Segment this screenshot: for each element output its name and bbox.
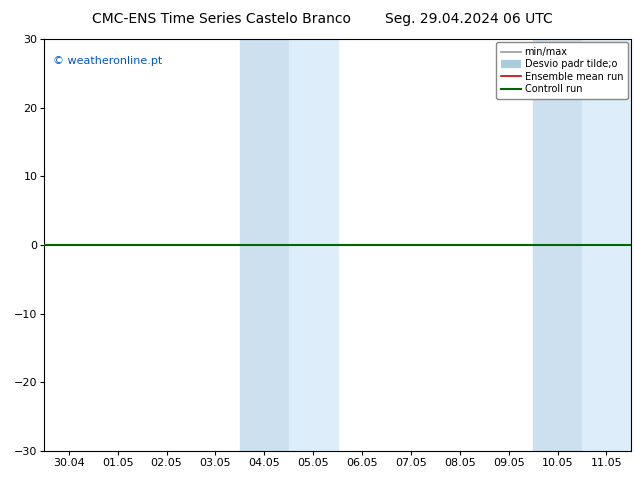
Bar [288,39,337,451]
Text: CMC-ENS Time Series Castelo Branco: CMC-ENS Time Series Castelo Branco [93,12,351,26]
Bar [582,39,631,451]
Bar [533,39,582,451]
Bar [240,39,288,451]
Text: © weatheronline.pt: © weatheronline.pt [53,56,162,66]
Legend: min/max, Desvio padr tilde;o, Ensemble mean run, Controll run: min/max, Desvio padr tilde;o, Ensemble m… [496,42,628,99]
Text: Seg. 29.04.2024 06 UTC: Seg. 29.04.2024 06 UTC [385,12,553,26]
